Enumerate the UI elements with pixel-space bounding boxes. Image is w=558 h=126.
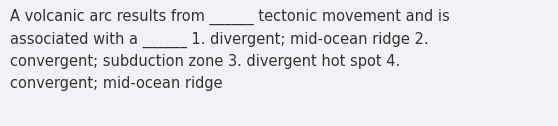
Text: A volcanic arc results from ______ tectonic movement and is
associated with a __: A volcanic arc results from ______ tecto… <box>10 9 450 91</box>
